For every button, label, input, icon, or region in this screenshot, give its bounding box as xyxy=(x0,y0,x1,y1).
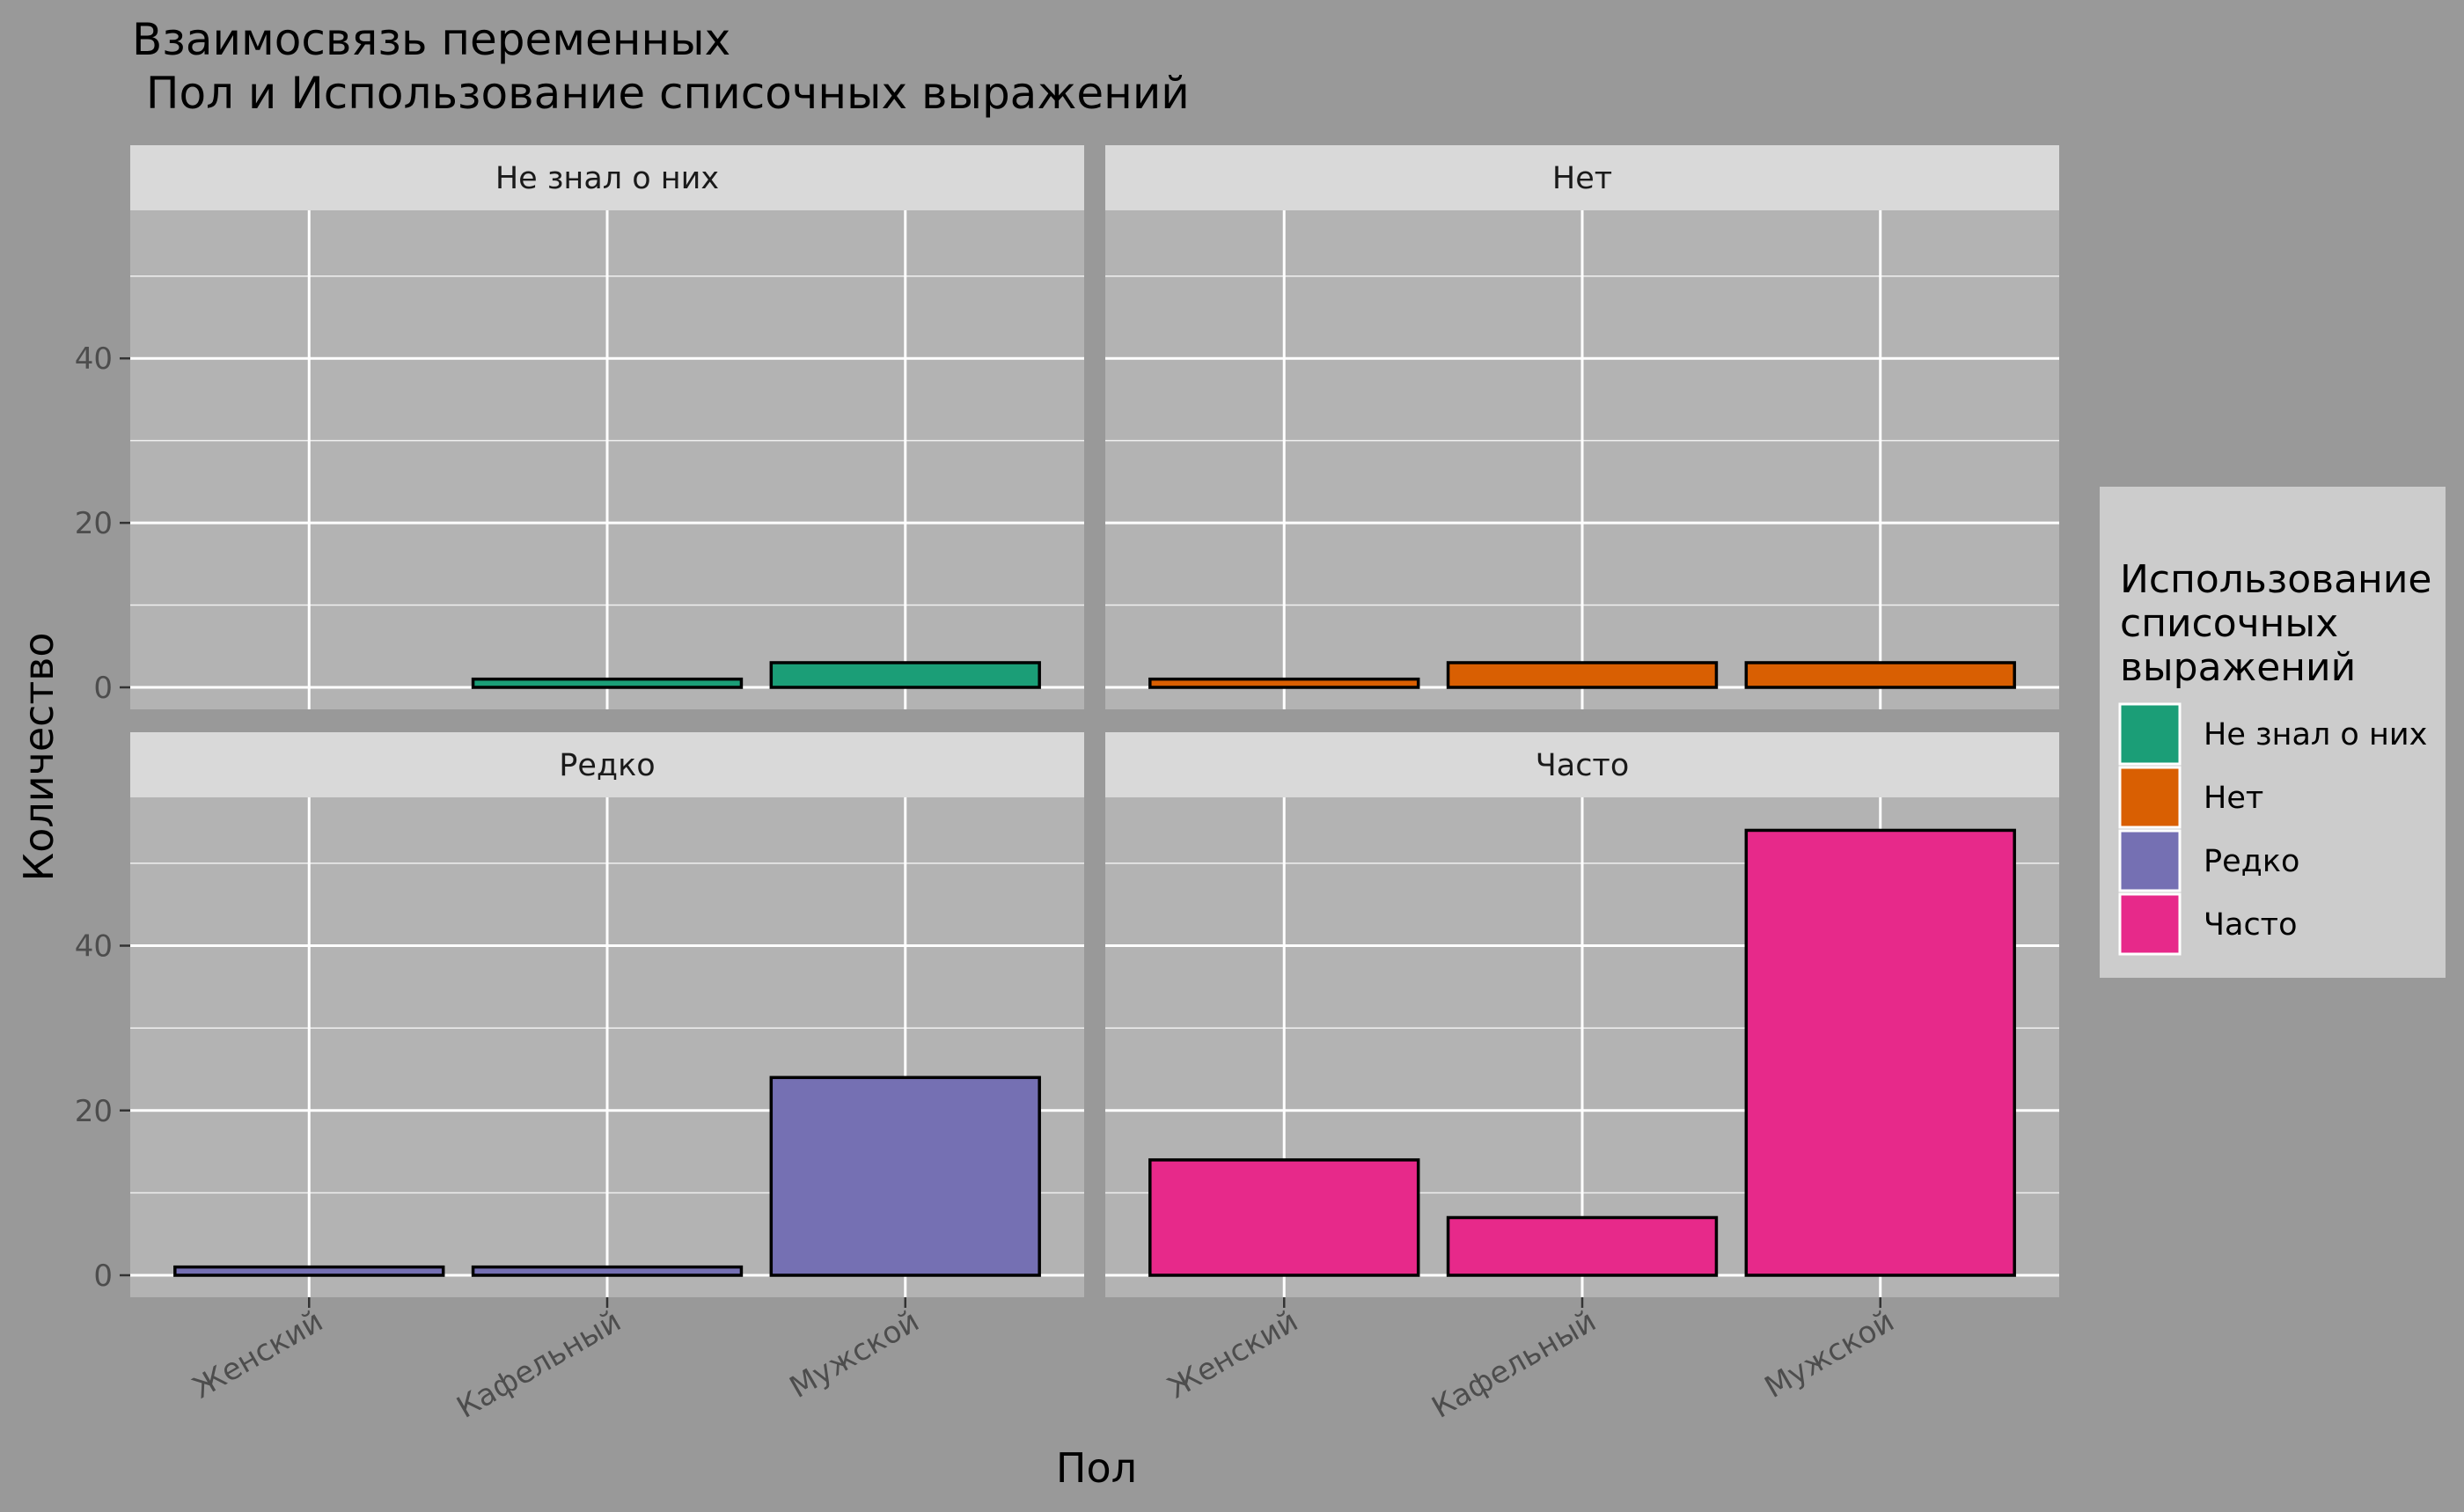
bar-редко-мужской xyxy=(769,1075,1041,1277)
x-tick-label-кафельный: Кафельный xyxy=(1426,1303,1602,1426)
bar-не-знал-о-них-мужской xyxy=(769,661,1041,689)
bar-не-знал-о-них-кафельный xyxy=(471,677,744,689)
x-tick-label-женский: Женский xyxy=(187,1303,328,1406)
y-tick-label: 0 xyxy=(93,1259,113,1294)
chart-title-line-1: Взаимосвязь переменных xyxy=(132,14,730,65)
x-tick-labels: Женский Кафельный Мужской Женский Кафельный М… xyxy=(187,1297,1900,1426)
x-axis-title: Пол xyxy=(1056,1444,1137,1492)
legend-item-редко: Редко xyxy=(2118,829,2299,892)
facet-panel-часто: Часто xyxy=(1105,732,2059,1297)
bar-нет-кафельный xyxy=(1446,661,1719,689)
facet-strip-label: Не знал о них xyxy=(495,161,719,196)
facet-panel-нет: Нет xyxy=(1105,145,2059,709)
legend-label: Редко xyxy=(2204,844,2299,879)
facet-strip xyxy=(1105,145,2059,210)
y-tick-label: 40 xyxy=(75,929,113,965)
x-tick-label-кафельный: Кафельный xyxy=(451,1303,627,1426)
facet-strip-label: Редко xyxy=(559,748,655,783)
legend-item-нет: Нет xyxy=(2118,766,2263,829)
facet-strip xyxy=(130,145,1084,210)
bar-часто-мужской xyxy=(1744,828,2016,1277)
x-tick-label-женский: Женский xyxy=(1162,1303,1303,1406)
y-tick-label: 20 xyxy=(75,1094,113,1129)
x-tick-label-мужской: Мужской xyxy=(784,1303,925,1406)
bar-редко-женский xyxy=(173,1265,445,1277)
legend-label: Не знал о них xyxy=(2204,717,2427,752)
facet-strip-label: Часто xyxy=(1536,748,1630,783)
y-tick-label: 40 xyxy=(75,341,113,377)
facet-strip xyxy=(130,732,1084,797)
legend-label: Нет xyxy=(2204,781,2263,816)
legend: Использование списочных выражений Не зна… xyxy=(2100,487,2446,978)
bar-нет-женский xyxy=(1148,677,1420,689)
legend-label: Часто xyxy=(2204,907,2298,943)
legend-items: Не знал о них Нет Редко Часто xyxy=(2118,702,2427,956)
facet-panel-редко: Редко 0 20 40 xyxy=(75,732,1084,1297)
legend-title-line-3: выражений xyxy=(2120,645,2356,690)
x-tick-label-мужской: Мужской xyxy=(1759,1303,1900,1406)
legend-key xyxy=(2118,766,2182,829)
bar-редко-кафельный xyxy=(471,1265,744,1277)
facet-panel-не-знал-о-них: Не знал о них 0 20 40 xyxy=(75,145,1084,709)
y-tick-label: 20 xyxy=(75,506,113,541)
legend-key xyxy=(2118,892,2182,956)
bar-часто-кафельный xyxy=(1446,1215,1719,1277)
legend-key xyxy=(2118,702,2182,766)
facet-strip-label: Нет xyxy=(1552,161,1612,196)
facet-strip xyxy=(1105,732,2059,797)
legend-title-line-2: списочных xyxy=(2120,601,2338,646)
legend-item-часто: Часто xyxy=(2118,892,2298,956)
legend-key xyxy=(2118,829,2182,892)
bar-часто-женский xyxy=(1148,1158,1420,1277)
y-axis-title: Количество xyxy=(15,633,62,882)
legend-item-не-знал-о-них: Не знал о них xyxy=(2118,702,2427,766)
y-tick-label: 0 xyxy=(93,671,113,706)
legend-title-line-1: Использование xyxy=(2120,557,2432,602)
facet-panels: Не знал о них 0 20 40 Нет Редко 0 20 40 Часто xyxy=(75,145,2059,1297)
bar-нет-мужской xyxy=(1744,661,2016,689)
chart-title-line-2: Пол и Использование списочных выражений xyxy=(132,68,1190,119)
